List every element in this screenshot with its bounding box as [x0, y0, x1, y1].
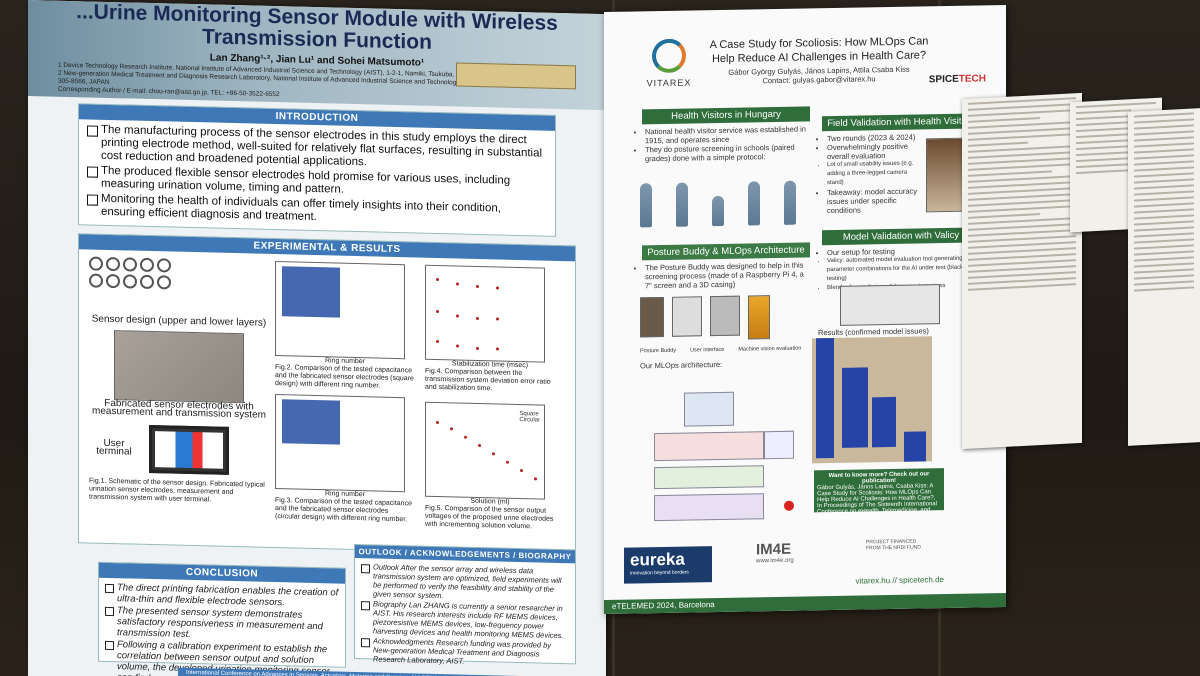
health-visitors-text: National health visitor service was esta… [636, 124, 812, 163]
fv-point: Takeaway: model accuracy issues under sp… [827, 186, 922, 216]
fig5-plot: Square Circular [425, 401, 545, 500]
posture-buddy-images [640, 294, 810, 347]
fab-caption: Fabricated sensor electrodes with measur… [92, 397, 266, 421]
hv-point: They do posture screening in schools (pa… [645, 142, 812, 164]
field-validation-heading: Field Validation with Health Visitors [822, 113, 980, 132]
im4e-wordmark: IM4E [756, 540, 792, 559]
poster2-links: vitarex.hu // spicetech.de [855, 575, 945, 586]
fig2-caption: Fig.2. Comparison of the tested capacita… [275, 364, 414, 390]
vitarex-circle-icon [652, 38, 686, 74]
arch-block [654, 431, 764, 462]
poster2-authors: Gábor György Gulyás, János Lapins, Attil… [714, 64, 924, 86]
arch-block [684, 391, 734, 427]
pb-label: User interface [690, 346, 725, 354]
posture-figure-icon [712, 195, 724, 227]
outlook-point: Biography Lan ZHANG is currently a senio… [361, 599, 569, 640]
posture-buddy-heading: Posture Buddy & MLOps Architecture [642, 242, 810, 261]
posture-buddy-labels: Posture Buddy User interface Machine vis… [640, 344, 820, 356]
field-validation-text: Two rounds (2023 & 2024) Overwhelmingly … [818, 132, 922, 216]
stop-icon [784, 500, 794, 511]
ui-screenshot [710, 295, 740, 337]
mv-point: Valicy: automated model evaluation tool … [827, 254, 978, 284]
sensor-design-figure [89, 256, 269, 291]
poster-urine-sensor: ...Urine Monitoring Sensor Module with W… [28, 0, 606, 676]
publication-box: Want to know more? Check out our publica… [814, 468, 944, 521]
fig2-plot [275, 261, 405, 360]
posture-figure-icon [640, 183, 652, 228]
im4e-logo: IM4E www.im4e.org [756, 541, 794, 565]
arch-block [764, 430, 794, 460]
model-validation-heading: Model Validation with Valicy [822, 227, 980, 246]
eureka-logo: eureka innovation beyond borders [624, 546, 712, 584]
posture-figure-icon [784, 180, 796, 225]
eureka-tagline: innovation beyond borders [630, 569, 689, 577]
posture-figure-icon [748, 181, 760, 226]
nrdi-fund-logo: PROJECT FINANCED FROM THE NRDI FUND [866, 538, 921, 552]
fabricated-electrodes-photo [114, 330, 244, 404]
paper-sheet [1128, 108, 1200, 446]
user-terminal-photo [149, 424, 229, 475]
results-heatmap [812, 336, 932, 464]
heatmap-block [842, 367, 868, 448]
heatmap-block [872, 396, 896, 448]
user-terminal-label: User terminal [96, 437, 132, 458]
device-photo [640, 296, 664, 338]
sensor-upper-layer [89, 256, 171, 290]
conclusion-point: The presented sensor system demonstrates… [105, 605, 339, 644]
fig1-caption: Fig.1. Schematic of the sensor design. F… [89, 477, 265, 504]
im4e-url: www.im4e.org [756, 557, 794, 565]
vitarex-logo: VITAREX [644, 38, 694, 91]
spicetech-logo: SPICETECH [928, 73, 986, 86]
fv-point: Overwhelmingly positive overall evaluati… [827, 141, 922, 161]
outlook-point: Outlook After the sensor array and wirel… [361, 562, 569, 603]
machine-vision-figure [748, 295, 770, 340]
fv-point: Lot of small usability issues (e.g. addi… [827, 159, 922, 188]
conference-logo [456, 62, 576, 90]
paper-sheet [962, 92, 1082, 450]
poster2-title: A Case Study for Scoliosis: How MLOps Ca… [709, 35, 929, 66]
fig5-legend: Square Circular [519, 411, 540, 424]
fig3-table [282, 399, 340, 445]
mlops-label: Our MLOps architecture: [640, 359, 723, 371]
fig5-caption: Fig.5. Comparison of the sensor output v… [425, 504, 554, 531]
device-photo [672, 296, 702, 337]
fig2-table [282, 266, 340, 318]
vitarex-wordmark: VITAREX [646, 77, 692, 89]
conclusion-section: CONCLUSION The direct printing fabricati… [98, 561, 346, 676]
poster-scoliosis-mlops: VITAREX A Case Study for Scoliosis: How … [604, 4, 1006, 614]
fig4-caption: Fig.4. Comparison between the transmissi… [425, 367, 551, 393]
arch-block [654, 493, 764, 522]
poster1-header: ...Urine Monitoring Sensor Module with W… [28, 0, 606, 111]
intro-section: INTRODUCTION The manufacturing process o… [78, 103, 556, 237]
fig3-plot [275, 394, 405, 493]
sensor-caption: Sensor design (upper and lower layers) [91, 313, 267, 329]
mlops-architecture-diagram [634, 391, 794, 524]
experimental-section: EXPERIMENTAL & RESULTS Sensor design (up… [78, 233, 576, 556]
outlook-point: Acknowledgments Research funding was pro… [361, 636, 569, 668]
pb-label: Posture Buddy [640, 347, 677, 355]
pb-point: The Posture Buddy was designed to help i… [645, 260, 812, 291]
heatmap-block [904, 431, 926, 462]
fig3-caption: Fig.3. Comparison of the tested capacita… [275, 497, 412, 524]
outlook-section: OUTLOOK / ACKNOWLEDGEMENTS / BIOGRAPHY O… [354, 543, 576, 666]
posture-figure-icon [676, 182, 688, 227]
posture-buddy-text: The Posture Buddy was designed to help i… [636, 260, 812, 291]
pb-label: Machine vision evaluation [738, 345, 802, 353]
heatmap-block [816, 337, 834, 459]
arch-block [654, 465, 764, 490]
health-visitors-heading: Health Visitors in Hungary [642, 106, 810, 125]
legend-circular: Circular [519, 417, 540, 424]
posture-protocol-figures [628, 166, 808, 228]
publication-text: Gábor Gulyás, János Lapins, Csaba Kiss: … [817, 483, 937, 522]
fig4-plot [425, 264, 545, 363]
eureka-wordmark: eureka [630, 549, 685, 570]
valicy-setup-figure [840, 284, 940, 326]
